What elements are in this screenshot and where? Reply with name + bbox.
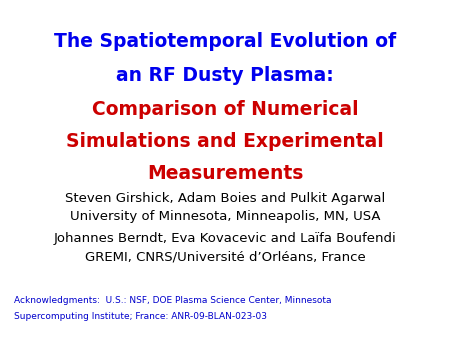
Text: an RF Dusty Plasma:: an RF Dusty Plasma: — [116, 66, 334, 85]
Text: Supercomputing Institute; France: ANR-09-BLAN-023-03: Supercomputing Institute; France: ANR-09… — [14, 312, 266, 321]
Text: University of Minnesota, Minneapolis, MN, USA: University of Minnesota, Minneapolis, MN… — [70, 210, 380, 223]
Text: GREMI, CNRS/Université d’Orléans, France: GREMI, CNRS/Université d’Orléans, France — [85, 250, 365, 263]
Text: Acknowledgments:  U.S.: NSF, DOE Plasma Science Center, Minnesota: Acknowledgments: U.S.: NSF, DOE Plasma S… — [14, 296, 331, 305]
Text: Simulations and Experimental: Simulations and Experimental — [66, 132, 384, 151]
Text: Johannes Berndt, Eva Kovacevic and Laïfa Boufendi: Johannes Berndt, Eva Kovacevic and Laïfa… — [54, 232, 396, 245]
Text: The Spatiotemporal Evolution of: The Spatiotemporal Evolution of — [54, 32, 396, 51]
Text: Comparison of Numerical: Comparison of Numerical — [92, 100, 358, 119]
Text: Steven Girshick, Adam Boies and Pulkit Agarwal: Steven Girshick, Adam Boies and Pulkit A… — [65, 192, 385, 205]
Text: Measurements: Measurements — [147, 164, 303, 183]
